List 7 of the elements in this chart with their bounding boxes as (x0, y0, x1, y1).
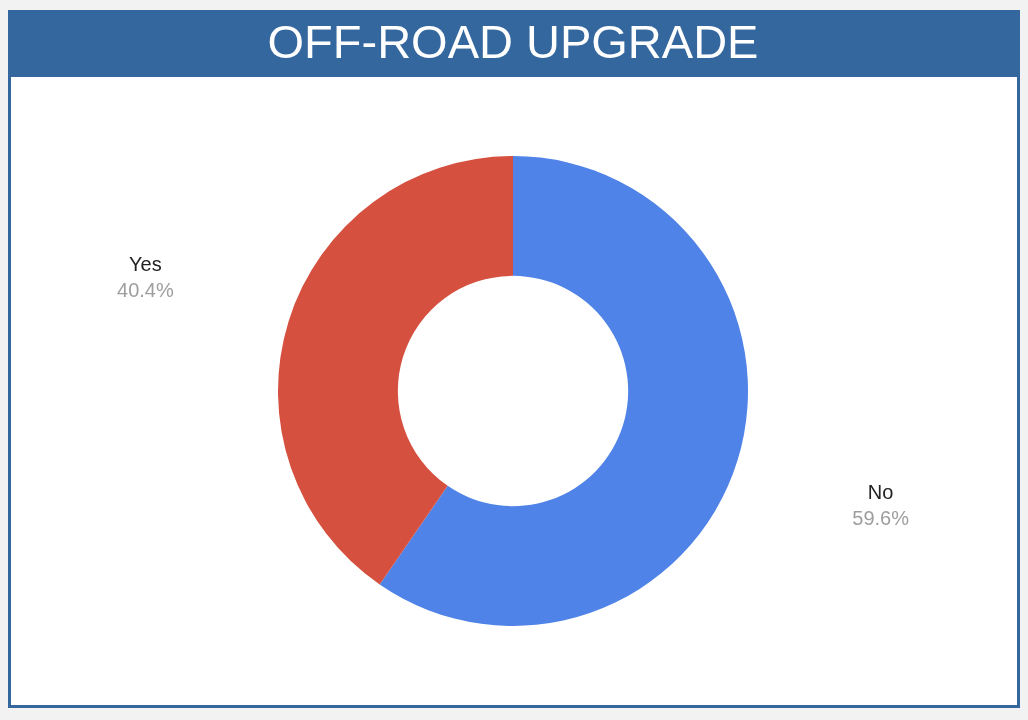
donut-slice (379, 156, 748, 626)
data-label: 59.6% (852, 507, 910, 530)
slice-label: Yes (129, 252, 162, 275)
donut-slice (278, 156, 513, 585)
slice-label: No (867, 481, 894, 504)
chart-title: OFF-ROAD UPGRADE (267, 15, 759, 68)
data-label: 40.4% (117, 278, 174, 301)
